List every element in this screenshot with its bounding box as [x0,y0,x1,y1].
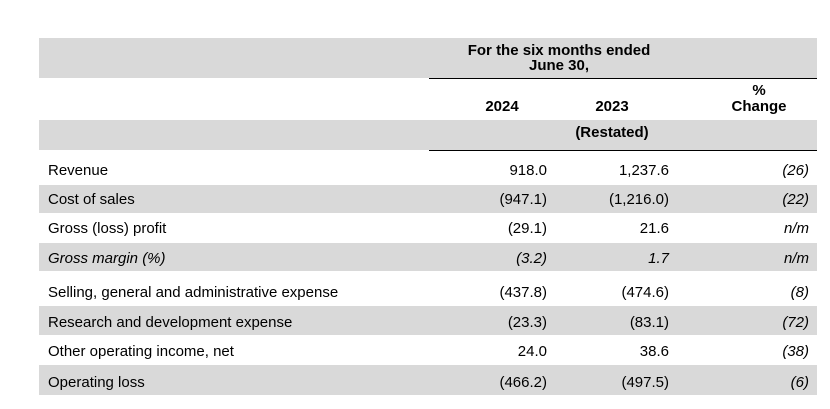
value-2024: (947.1) [499,191,547,208]
pct-change-header-line1: % [752,82,766,99]
row-label: Cost of sales [48,191,135,208]
header-rule-columns [429,150,817,151]
value-change: n/m [783,250,809,267]
value-2023: (1,216.0) [608,191,669,208]
header-band-top [39,38,817,78]
row-label: Gross (loss) profit [48,220,167,237]
restated-label: (Restated) [575,124,649,141]
row-label: Other operating income, net [48,343,234,360]
value-change: (38) [782,343,809,360]
value-change: (26) [782,162,809,179]
value-change: (6) [790,374,809,391]
value-change: (22) [782,191,809,208]
value-2023: 21.6 [639,220,669,237]
year-2024-header: 2024 [485,98,519,115]
value-2023: 1,237.6 [618,162,669,179]
row-label: Selling, general and administrative expe… [48,284,339,301]
header-rule-period [429,78,817,79]
value-2024: (466.2) [499,374,547,391]
value-2023: (497.5) [621,374,669,391]
row-band [39,243,817,271]
value-2023: 1.7 [648,250,669,267]
value-change: (8) [790,284,809,301]
value-2024: 918.0 [509,162,547,179]
row-band [39,185,817,213]
row-label: Operating loss [48,374,145,391]
period-header-line2: June 30, [528,57,590,74]
value-2023: (83.1) [629,314,669,331]
value-2024: (3.2) [516,250,547,267]
header-band-restated [39,120,817,150]
row-band [39,306,817,335]
value-change: n/m [783,220,809,237]
row-band [39,365,817,395]
pct-change-header-line2: Change [731,98,787,115]
row-label: Revenue [48,162,109,179]
value-2024: (29.1) [507,220,547,237]
value-2023: 38.6 [639,343,669,360]
row-label: Gross margin (%) [48,250,166,267]
period-header-line1: For the six months ended [467,42,651,59]
value-change: (72) [782,314,809,331]
value-2024: (437.8) [499,284,547,301]
row-label: Research and development expense [48,314,293,331]
value-2024: (23.3) [507,314,547,331]
value-2023: (474.6) [621,284,669,301]
year-2023-header: 2023 [595,98,629,115]
value-2024: 24.0 [517,343,547,360]
